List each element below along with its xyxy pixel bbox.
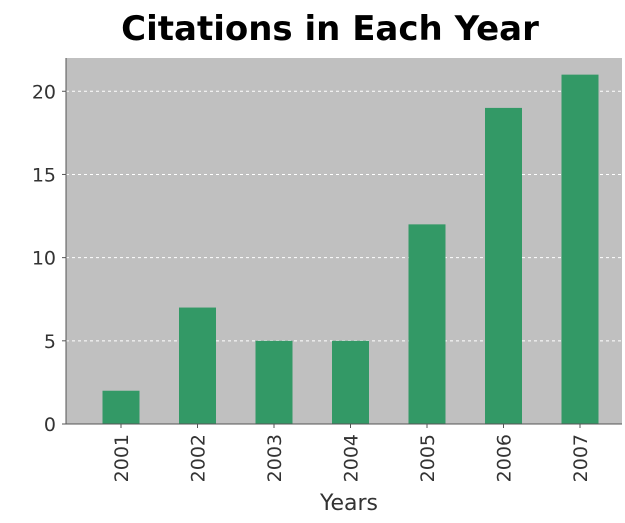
- bar-2006: [485, 107, 522, 424]
- bar-2004: [332, 340, 369, 424]
- y-tick-label: 10: [32, 248, 56, 270]
- x-tick-label: 2007: [570, 434, 592, 482]
- x-tick-label: 2006: [494, 434, 516, 482]
- chart-title: Citations in Each Year: [121, 9, 539, 49]
- grid-lines: [66, 90, 622, 342]
- y-tick-label: 20: [32, 81, 56, 103]
- bar-2007: [561, 74, 599, 425]
- bar-2002: [179, 307, 216, 424]
- x-tick-label: 2002: [188, 434, 210, 482]
- y-tick-label: 5: [44, 331, 56, 353]
- x-axis-ticks: 2001 2002 2003 2004 2005 2006 2007: [111, 424, 592, 482]
- bar-2001: [102, 390, 140, 424]
- x-axis-label: Years: [319, 491, 378, 516]
- bars: [102, 74, 599, 425]
- bar-2005: [408, 224, 446, 424]
- x-tick-label: 2004: [341, 434, 363, 482]
- x-tick-label: 2001: [111, 434, 133, 482]
- y-tick-label: 0: [44, 414, 56, 436]
- y-tick-label: 15: [32, 164, 56, 186]
- bar-2003: [255, 340, 293, 424]
- x-tick-label: 2003: [264, 434, 286, 482]
- y-axis-ticks: 0 5 10 15 20: [32, 81, 66, 436]
- x-tick-label: 2005: [417, 434, 439, 482]
